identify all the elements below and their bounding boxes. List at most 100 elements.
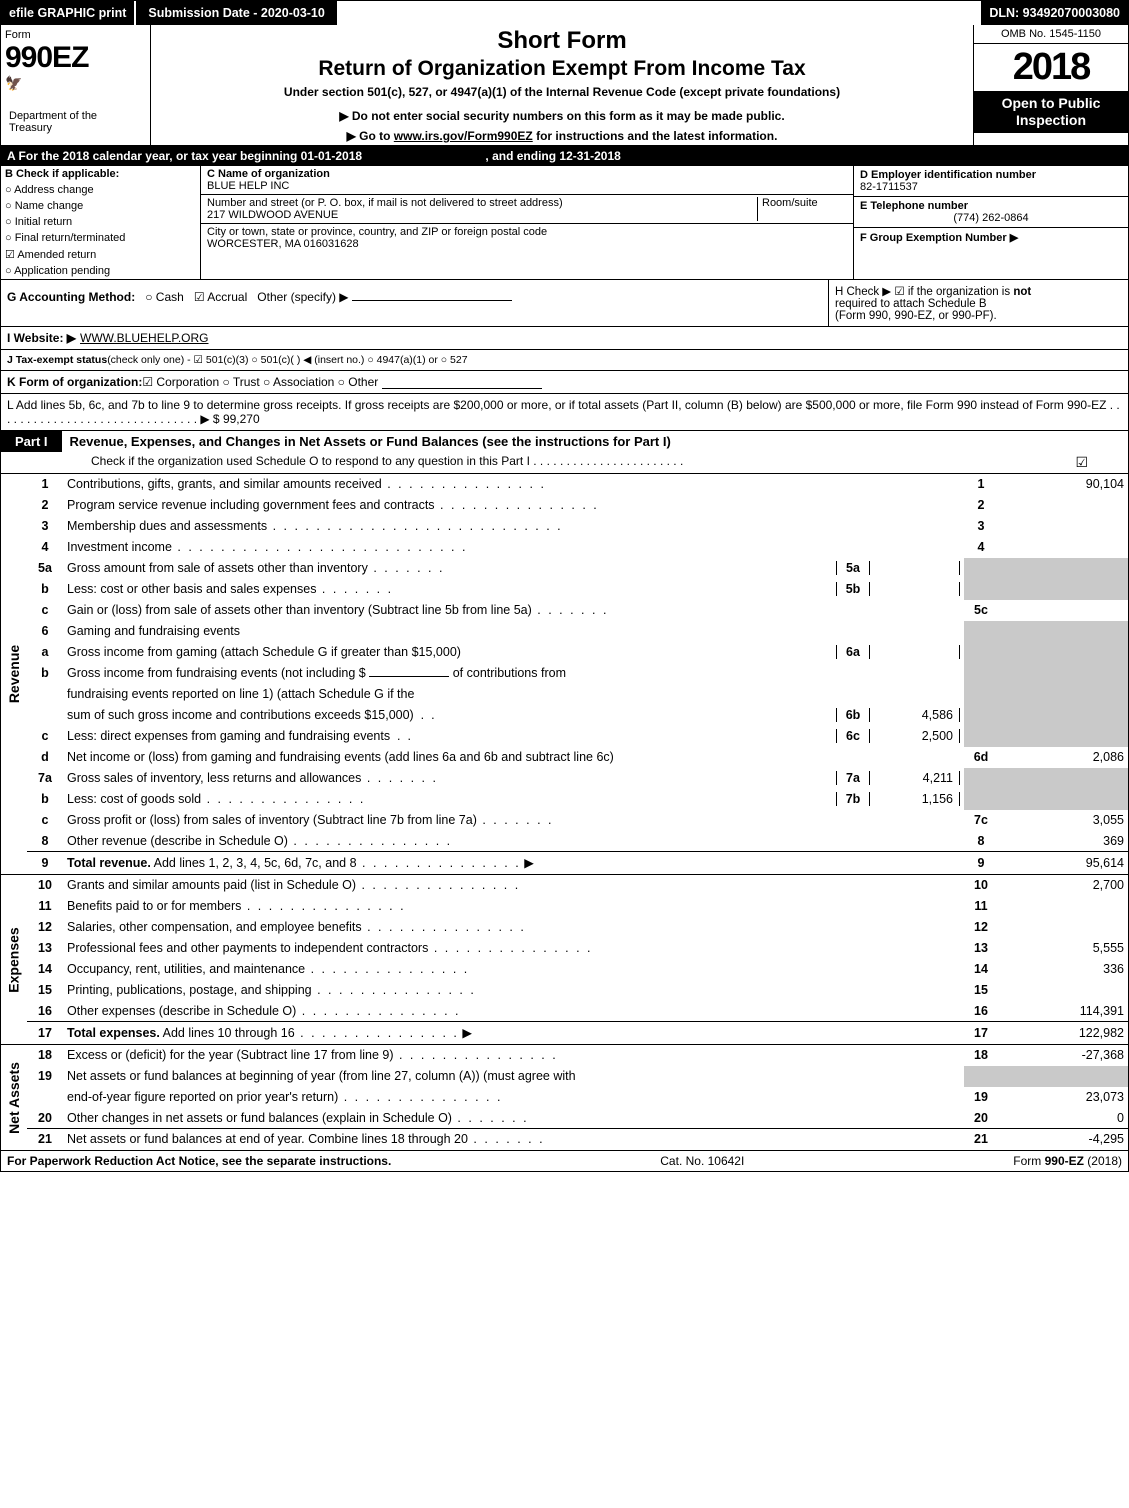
chk-application-pending[interactable]: Application pending xyxy=(1,263,200,279)
line-6b-3: sum of such gross income and contributio… xyxy=(27,705,1128,726)
city-value: WORCESTER, MA 016031628 xyxy=(207,238,847,250)
ssn-warning: Do not enter social security numbers on … xyxy=(157,109,967,123)
part1-sub: Check if the organization used Schedule … xyxy=(1,452,1128,473)
side-netassets: Net Assets xyxy=(1,1045,27,1150)
short-form-title: Short Form xyxy=(157,27,967,55)
goto-pre: Go to xyxy=(359,129,394,143)
row-h: H Check ▶ ☑ if the organization is not r… xyxy=(828,280,1128,326)
j-label: J Tax-exempt status xyxy=(7,354,107,366)
line-10: 10Grants and similar amounts paid (list … xyxy=(27,875,1128,896)
revenue-section: Revenue 1Contributions, gifts, grants, a… xyxy=(1,473,1128,874)
line-18: 18Excess or (deficit) for the year (Subt… xyxy=(27,1045,1128,1066)
form-word: Form xyxy=(5,29,146,41)
expenses-section: Expenses 10Grants and similar amounts pa… xyxy=(1,874,1128,1044)
page-footer: For Paperwork Reduction Act Notice, see … xyxy=(1,1150,1128,1171)
line-6: 6Gaming and fundraising events xyxy=(27,621,1128,642)
k-label: K Form of organization: xyxy=(7,375,142,389)
submission-date: Submission Date - 2020-03-10 xyxy=(134,1,338,25)
goto-post: for instructions and the latest informat… xyxy=(533,129,778,143)
line-5a: 5aGross amount from sale of assets other… xyxy=(27,558,1128,579)
form-990ez-page: efile GRAPHIC print Submission Date - 20… xyxy=(0,0,1129,1172)
ein-value: 82-1711537 xyxy=(860,181,1122,193)
row-j: J Tax-exempt status (check only one) - ☑… xyxy=(1,350,1128,371)
line-14: 14Occupancy, rent, utilities, and mainte… xyxy=(27,959,1128,980)
part1-checkbox[interactable]: ☑ xyxy=(1075,454,1088,471)
footer-cat: Cat. No. 10642I xyxy=(391,1154,1013,1168)
irs-link[interactable]: www.irs.gov/Form990EZ xyxy=(394,129,533,143)
line-6a: aGross income from gaming (attach Schedu… xyxy=(27,642,1128,663)
chk-initial-return[interactable]: Initial return xyxy=(1,214,200,230)
g-accrual[interactable]: Accrual xyxy=(207,290,247,304)
form-number: 990EZ xyxy=(5,41,146,75)
omb-number: OMB No. 1545-1150 xyxy=(974,25,1128,44)
return-title: Return of Organization Exempt From Incom… xyxy=(157,57,967,81)
c-label: C Name of organization xyxy=(207,168,847,180)
line-4: 4Investment income4 xyxy=(27,537,1128,558)
expenses-table: 10Grants and similar amounts paid (list … xyxy=(27,875,1128,1044)
org-name: BLUE HELP INC xyxy=(207,180,847,192)
part1-subtext: Check if the organization used Schedule … xyxy=(91,454,683,471)
j-rest: (check only one) - ☑ 501(c)(3) ○ 501(c)(… xyxy=(107,354,467,366)
chk-name-change[interactable]: Name change xyxy=(1,198,200,214)
phone-value: (774) 262-0864 xyxy=(860,212,1122,224)
row-g-h: G Accounting Method: ○ Cash ☑ Accrual Ot… xyxy=(1,280,1128,327)
ein-row: D Employer identification number 82-1711… xyxy=(854,166,1128,197)
line-1: 1Contributions, gifts, grants, and simil… xyxy=(27,474,1128,495)
block-c: C Name of organization BLUE HELP INC Num… xyxy=(201,166,853,279)
under-section: Under section 501(c), 527, or 4947(a)(1)… xyxy=(157,85,967,99)
tax-year: 2018 xyxy=(974,44,1128,91)
line-5c: cGain or (loss) from sale of assets othe… xyxy=(27,600,1128,621)
side-revenue: Revenue xyxy=(1,474,27,874)
side-revenue-text: Revenue xyxy=(6,645,22,703)
line-7c: cGross profit or (loss) from sales of in… xyxy=(27,810,1128,831)
header-right: OMB No. 1545-1150 2018 Open to Public In… xyxy=(973,25,1128,145)
netassets-table: 18Excess or (deficit) for the year (Subt… xyxy=(27,1045,1128,1150)
chk-address-change[interactable]: Address change xyxy=(1,182,200,198)
g-other[interactable]: Other (specify) ▶ xyxy=(257,290,348,304)
line-7a: 7aGross sales of inventory, less returns… xyxy=(27,768,1128,789)
block-def: D Employer identification number 82-1711… xyxy=(853,166,1128,279)
part1-header: Part I Revenue, Expenses, and Changes in… xyxy=(1,431,1128,452)
h-text1: H Check ▶ ☑ if the organization is xyxy=(835,286,1013,298)
line-3: 3Membership dues and assessments3 xyxy=(27,516,1128,537)
phone-row: E Telephone number (774) 262-0864 xyxy=(854,197,1128,228)
goto-line: Go to www.irs.gov/Form990EZ for instruct… xyxy=(157,129,967,143)
website-link[interactable]: WWW.BLUEHELP.ORG xyxy=(80,331,208,345)
footer-left: For Paperwork Reduction Act Notice, see … xyxy=(7,1154,391,1168)
room-label: Room/suite xyxy=(757,197,847,221)
tax-period-row: A For the 2018 calendar year, or tax yea… xyxy=(1,146,1128,166)
header-center: Short Form Return of Organization Exempt… xyxy=(151,25,973,145)
period-a: A For the 2018 calendar year, or tax yea… xyxy=(7,149,362,163)
d-label: D Employer identification number xyxy=(860,169,1122,181)
g-other-line[interactable] xyxy=(352,300,512,301)
efile-label[interactable]: efile GRAPHIC print xyxy=(1,1,134,25)
side-expenses: Expenses xyxy=(1,875,27,1044)
e-label: E Telephone number xyxy=(860,200,1122,212)
city-label: City or town, state or province, country… xyxy=(207,226,847,238)
f-label: F Group Exemption Number ▶ xyxy=(860,232,1018,244)
inspection-label: Open to Public Inspection xyxy=(974,91,1128,133)
chk-amended-return[interactable]: Amended return xyxy=(1,246,200,263)
top-bar: efile GRAPHIC print Submission Date - 20… xyxy=(1,1,1128,25)
line-17: 17Total expenses. Add lines 10 through 1… xyxy=(27,1022,1128,1044)
side-netassets-text: Net Assets xyxy=(6,1062,22,1134)
street-label: Number and street (or P. O. box, if mail… xyxy=(207,197,757,209)
line-16: 16Other expenses (describe in Schedule O… xyxy=(27,1001,1128,1022)
row-k: K Form of organization: ☑ Corporation ○ … xyxy=(1,371,1128,394)
h-not: not xyxy=(1013,286,1031,298)
line-6d: dNet income or (loss) from gaming and fu… xyxy=(27,747,1128,768)
i-label: I Website: ▶ xyxy=(7,331,76,345)
line-6b-2: fundraising events reported on line 1) (… xyxy=(27,684,1128,705)
netassets-section: Net Assets 18Excess or (deficit) for the… xyxy=(1,1044,1128,1150)
footer-right: Form 990-EZ (2018) xyxy=(1013,1154,1122,1168)
chk-final-return[interactable]: Final return/terminated xyxy=(1,230,200,246)
k-rest: ☑ Corporation ○ Trust ○ Association ○ Ot… xyxy=(142,375,378,389)
g-cash[interactable]: Cash xyxy=(156,290,184,304)
line-6b-1: bGross income from fundraising events (n… xyxy=(27,663,1128,684)
g-label: G Accounting Method: xyxy=(7,290,135,304)
street-value: 217 WILDWOOD AVENUE xyxy=(207,209,757,221)
period-b: , and ending 12-31-2018 xyxy=(485,149,620,163)
city-row: City or town, state or province, country… xyxy=(201,224,853,252)
line-15: 15Printing, publications, postage, and s… xyxy=(27,980,1128,1001)
part1-label: Part I xyxy=(1,431,62,452)
